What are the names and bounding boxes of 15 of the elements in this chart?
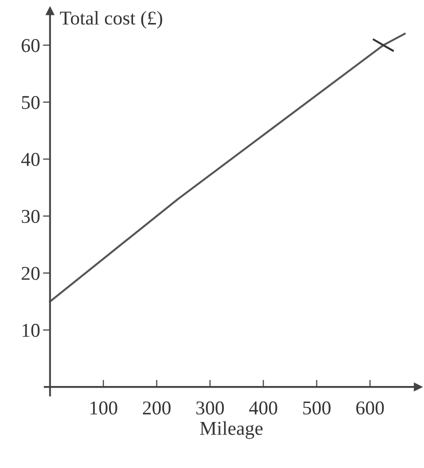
x-tick-label: 300: [196, 401, 224, 415]
y-tick-label: 10: [22, 324, 40, 337]
x-tick-label: 400: [249, 401, 278, 415]
y-tick-label: 40: [21, 152, 40, 166]
y-tick-label: 30: [22, 210, 40, 224]
x-tick-label: 600: [356, 401, 384, 415]
y-tick-label: 20: [22, 266, 40, 280]
x-axis-title: Mileage: [200, 421, 263, 439]
y-tick-label: 50: [22, 96, 40, 110]
y-axis-title: Total cost (£): [60, 11, 162, 29]
x-tick-label: 200: [142, 401, 171, 415]
x-tick-label: 500: [303, 401, 331, 415]
line-series: [49, 32, 406, 302]
y-tick-label: 60: [22, 38, 40, 52]
x-tick-label: 100: [90, 401, 118, 415]
